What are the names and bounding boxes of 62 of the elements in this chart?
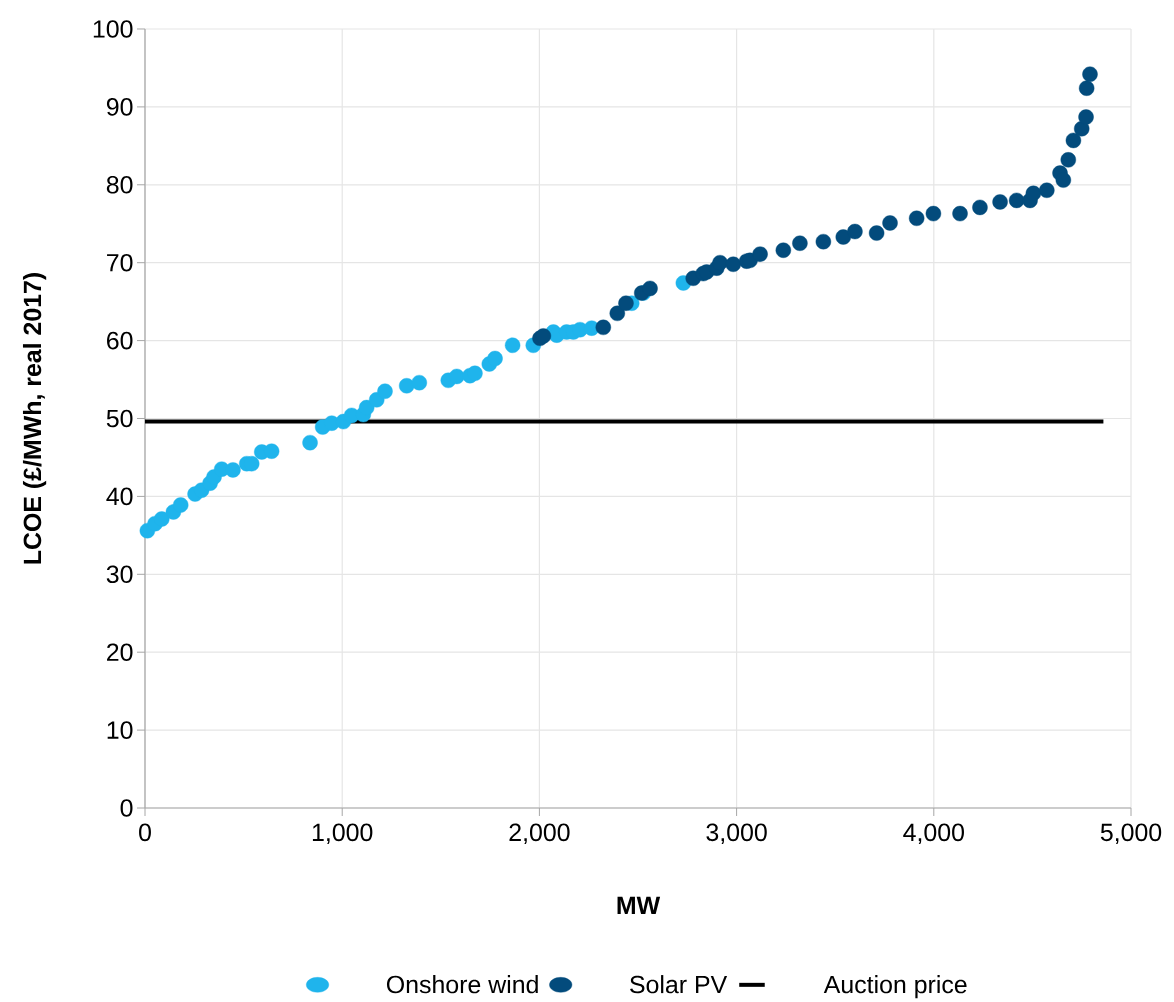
point — [595, 319, 611, 336]
point — [225, 462, 241, 478]
point — [712, 255, 728, 271]
point — [1065, 132, 1082, 149]
point — [992, 194, 1008, 210]
point — [725, 256, 741, 272]
y-tick-label: 40 — [106, 487, 133, 506]
point — [925, 205, 942, 222]
x-tick-label: 3,000 — [706, 823, 767, 845]
x-tick-label: 4,000 — [903, 823, 964, 845]
point — [411, 374, 428, 391]
point — [882, 215, 898, 231]
point — [1025, 185, 1042, 202]
x-tick-label: 5,000 — [1100, 823, 1162, 845]
point — [377, 383, 393, 399]
point — [752, 246, 768, 262]
y-tick-label: 90 — [106, 98, 133, 116]
point — [487, 350, 503, 367]
y-tick-label: 60 — [107, 331, 133, 350]
y-tick-label: 100 — [93, 20, 133, 38]
y-axis-title: LCOE (£/MWh, real 2017) — [22, 273, 47, 564]
point — [642, 280, 658, 297]
point — [173, 497, 189, 513]
legend-label: Onshore wind — [386, 975, 538, 994]
y-tick-label: 80 — [106, 175, 133, 194]
point — [868, 225, 885, 241]
point — [358, 399, 375, 416]
point — [952, 205, 968, 222]
y-tick-label: 0 — [120, 799, 133, 817]
x-tick-label: 1,000 — [312, 823, 373, 845]
point — [504, 337, 521, 353]
point — [847, 223, 863, 240]
y-tick-label: 20 — [107, 643, 133, 662]
point — [775, 242, 792, 258]
point — [1055, 172, 1072, 188]
y-tick-label: 10 — [107, 721, 133, 739]
x-tick-label: 2,000 — [509, 823, 570, 845]
y-tick-label: 70 — [107, 253, 133, 272]
point — [154, 511, 170, 527]
legend-label: Auction price — [823, 975, 967, 999]
point — [449, 368, 465, 385]
point — [815, 233, 832, 250]
y-tick-label: 30 — [106, 565, 133, 584]
point — [535, 328, 552, 344]
point — [618, 295, 634, 311]
point — [398, 378, 415, 394]
point — [1078, 109, 1094, 125]
point — [1082, 66, 1098, 82]
point — [1008, 192, 1025, 209]
point — [908, 210, 925, 226]
y-tick-label: 50 — [106, 409, 133, 428]
point — [609, 305, 625, 322]
x-axis-title: MW — [617, 896, 661, 914]
point — [302, 434, 318, 451]
point — [467, 365, 483, 382]
x-tick-label: 0 — [139, 823, 151, 842]
point — [1039, 182, 1055, 198]
point — [792, 235, 808, 251]
point — [1060, 152, 1076, 168]
legend-label: Solar PV — [630, 975, 728, 994]
point — [1078, 80, 1095, 96]
point — [972, 199, 988, 216]
